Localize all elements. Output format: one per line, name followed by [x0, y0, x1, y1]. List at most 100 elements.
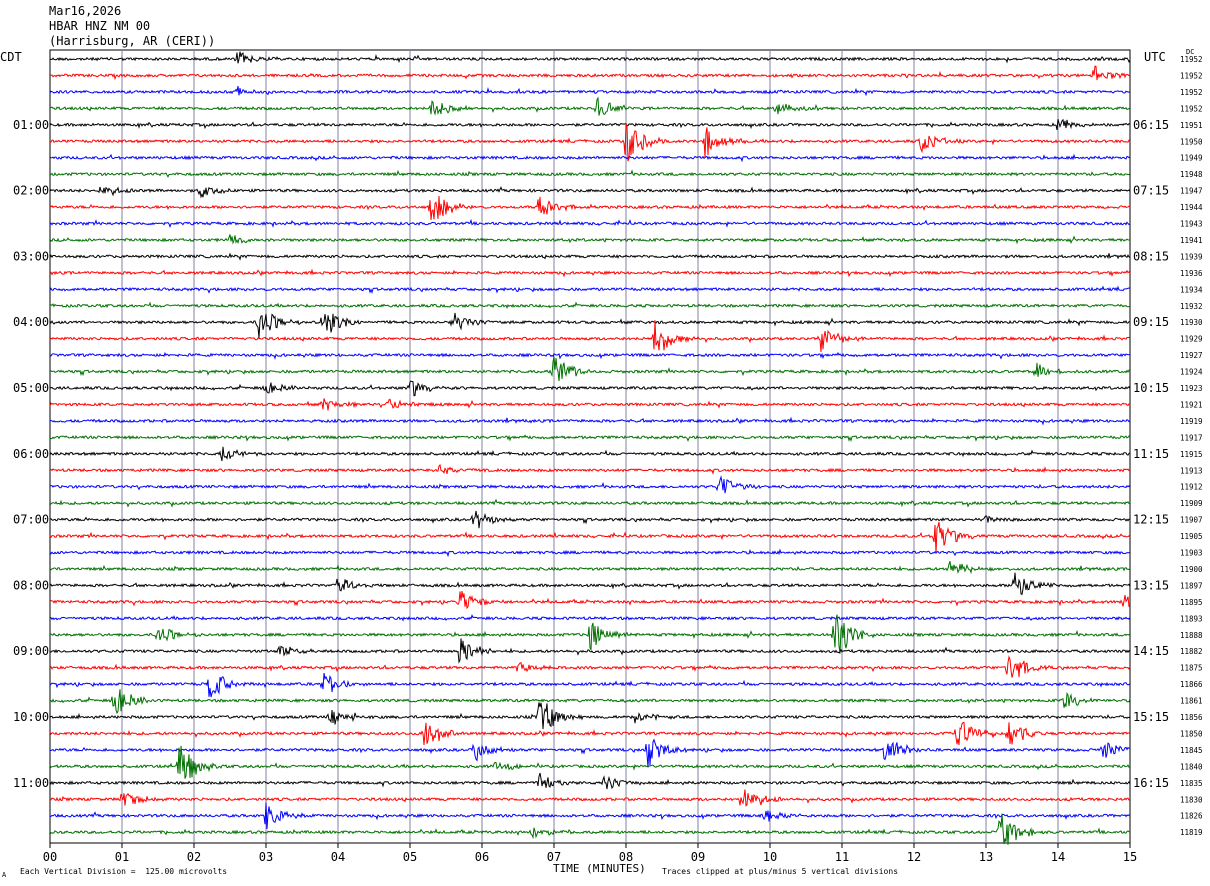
trace-4 — [49, 118, 1131, 131]
trace-21 — [49, 398, 1131, 411]
x-tick-label: 06 — [475, 850, 489, 864]
trace-24 — [49, 446, 1131, 462]
trace-30 — [49, 548, 1131, 558]
left-hour-label: 11:00 — [13, 776, 49, 790]
x-tick-label: 07 — [547, 850, 561, 864]
left-hour-label: 05:00 — [13, 381, 49, 395]
dc-offset-label: 11951 — [1180, 121, 1203, 130]
trace-28 — [49, 510, 1131, 529]
trace-7 — [49, 169, 1131, 178]
dc-offset-label: 11952 — [1180, 55, 1203, 64]
dc-offset-label: 11819 — [1180, 828, 1203, 837]
trace-40 — [49, 702, 1131, 730]
right-hour-label: 15:15 — [1133, 710, 1169, 724]
trace-16 — [49, 312, 1131, 339]
right-hour-label: 16:15 — [1133, 776, 1169, 790]
x-tick-label: 11 — [835, 850, 849, 864]
plot-frame — [49, 49, 1131, 844]
dc-offset-label: 11924 — [1180, 368, 1203, 377]
x-tick-label: 14 — [1051, 850, 1065, 864]
x-tick-label: 03 — [259, 850, 273, 864]
x-tick-label: 05 — [403, 850, 417, 864]
trace-11 — [49, 234, 1131, 245]
dc-header-label: DC — [1186, 48, 1195, 56]
right-hour-label: 06:15 — [1133, 118, 1169, 132]
trace-29 — [49, 521, 1131, 554]
trace-42 — [49, 738, 1131, 768]
dc-offset-label: 11936 — [1180, 269, 1203, 278]
left-hour-label: 04:00 — [13, 315, 49, 329]
dc-offset-label: 11895 — [1180, 598, 1203, 607]
dc-offset-label: 11941 — [1180, 236, 1203, 245]
trace-22 — [49, 416, 1131, 426]
trace-23 — [49, 434, 1131, 443]
trace-26 — [49, 475, 1131, 494]
right-hour-label: 08:15 — [1133, 249, 1169, 263]
left-hour-label: 08:00 — [13, 578, 49, 592]
dc-offset-label: 11947 — [1180, 187, 1203, 196]
dc-offset-label: 11907 — [1180, 516, 1203, 525]
trace-18 — [49, 351, 1131, 360]
dc-offset-label: 11826 — [1180, 812, 1203, 821]
left-hour-label: 01:00 — [13, 118, 49, 132]
right-hour-label: 09:15 — [1133, 315, 1169, 329]
trace-1 — [49, 65, 1131, 81]
dc-offset-label: 11861 — [1180, 697, 1203, 706]
left-hour-label: 03:00 — [13, 249, 49, 263]
x-tick-label: 13 — [979, 850, 993, 864]
trace-9 — [49, 195, 1131, 220]
station-code: HBAR HNZ NM 00 — [49, 19, 151, 33]
x-tick-label: 04 — [331, 850, 345, 864]
right-hour-label: 10:15 — [1133, 381, 1169, 395]
x-axis-label: TIME (MINUTES) — [553, 862, 646, 875]
x-tick-label: 10 — [763, 850, 777, 864]
dc-offset-label: 11840 — [1180, 762, 1203, 771]
trace-5 — [49, 122, 1131, 162]
x-tick-label: 02 — [187, 850, 201, 864]
dc-offset-label: 11888 — [1180, 631, 1203, 640]
dc-offset-label: 11830 — [1180, 795, 1203, 804]
right-hour-label: 07:15 — [1133, 184, 1169, 198]
dc-offset-label: 11917 — [1180, 433, 1203, 442]
left-hour-label: 07:00 — [13, 513, 49, 527]
dc-offset-label: 11921 — [1180, 400, 1203, 409]
trace-19 — [49, 356, 1131, 381]
trace-8 — [49, 186, 1131, 199]
left-hour-label: 02:00 — [13, 184, 49, 198]
x-tick-label: 12 — [907, 850, 921, 864]
trace-39 — [49, 689, 1131, 715]
dc-offset-label: 11927 — [1180, 351, 1203, 360]
dc-offset-label: 11949 — [1180, 154, 1203, 163]
right-hour-label: 14:15 — [1133, 644, 1169, 658]
trace-36 — [49, 638, 1131, 664]
trace-20 — [49, 380, 1131, 397]
dc-offset-label: 11913 — [1180, 466, 1203, 475]
trace-33 — [49, 591, 1131, 610]
x-tick-label: 08 — [619, 850, 633, 864]
trace-35 — [49, 614, 1131, 654]
dc-offset-label: 11923 — [1180, 384, 1203, 393]
trace-14 — [49, 285, 1131, 295]
trace-10 — [49, 218, 1131, 229]
x-tick-label: 09 — [691, 850, 705, 864]
dc-offset-label: 11932 — [1180, 302, 1203, 311]
dc-offset-label: 11835 — [1180, 779, 1203, 788]
left-hour-label: 09:00 — [13, 644, 49, 658]
trace-45 — [49, 789, 1131, 807]
dc-offset-label: 11944 — [1180, 203, 1203, 212]
dc-offset-label: 11950 — [1180, 137, 1203, 146]
dc-offset-label: 11915 — [1180, 450, 1203, 459]
trace-27 — [49, 498, 1131, 508]
dc-offset-label: 11948 — [1180, 170, 1203, 179]
dc-offset-label: 11919 — [1180, 417, 1203, 426]
left-timezone-label: CDT — [0, 50, 22, 64]
trace-0 — [49, 51, 1131, 64]
trace-43 — [49, 745, 1130, 779]
trace-32 — [49, 572, 1131, 596]
dc-offset-label: 11903 — [1180, 549, 1203, 558]
dc-offset-label: 11856 — [1180, 713, 1203, 722]
dc-offset-label: 11866 — [1180, 680, 1203, 689]
dc-offset-label: 11905 — [1180, 532, 1203, 541]
right-hour-label: 12:15 — [1133, 513, 1169, 527]
